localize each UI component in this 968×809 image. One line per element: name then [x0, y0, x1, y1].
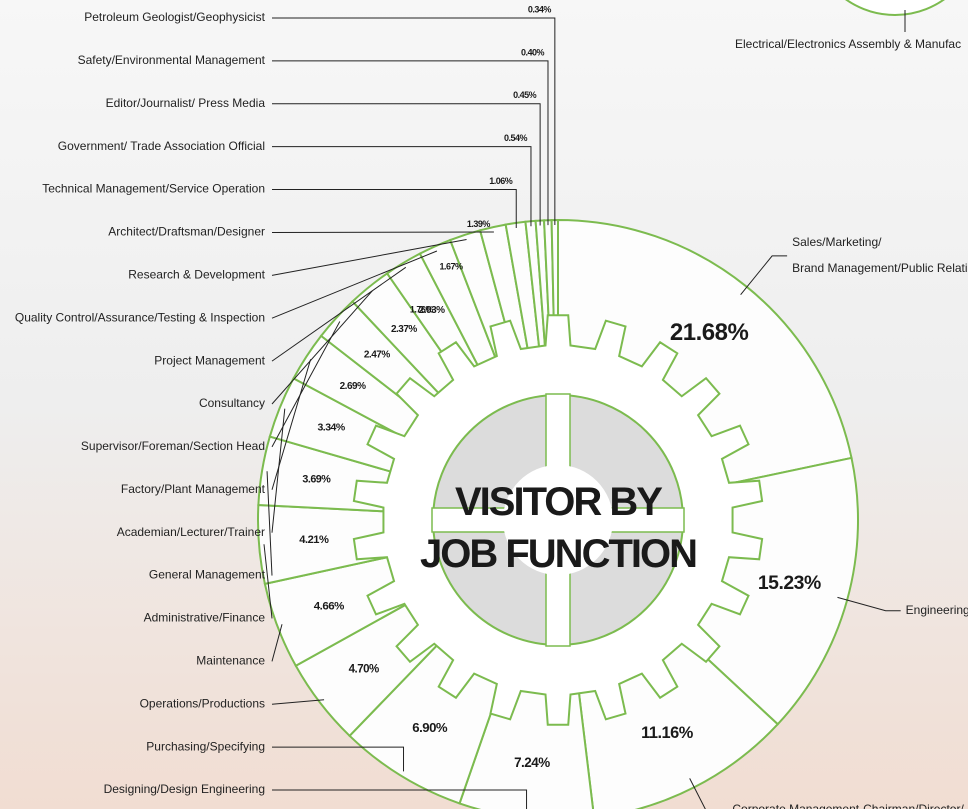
leader-line — [689, 778, 706, 809]
leader-line — [266, 471, 273, 576]
leader-line — [837, 596, 901, 612]
value-label: 0.34% — [528, 4, 552, 14]
chart-title: VISITOR BY JOB FUNCTION — [420, 480, 696, 576]
leader-line — [272, 146, 532, 227]
value-label: 2.69% — [340, 381, 366, 392]
leader-line — [271, 250, 438, 319]
category-label: Consultancy — [199, 396, 265, 410]
category-label: Maintenance — [196, 654, 265, 668]
category-label: Corporate Management-Chairman/Director/O… — [732, 802, 965, 809]
category-label: Safety/Environmental Management — [78, 53, 266, 67]
leader-line — [271, 266, 407, 362]
value-label: 1.67% — [440, 262, 464, 272]
leader-line — [271, 699, 325, 705]
leader-line — [272, 789, 528, 809]
category-label: Administrative/Finance — [144, 611, 266, 625]
value-label: 0.40% — [521, 47, 545, 57]
leader-line — [272, 103, 541, 226]
value-label: 11.16% — [641, 724, 694, 742]
leader-line — [271, 408, 286, 533]
value-label: 4.21% — [299, 534, 329, 546]
leader-line — [271, 624, 283, 662]
leader-line — [271, 321, 341, 448]
value-label: 2.37% — [391, 324, 417, 335]
value-label: 0.54% — [504, 133, 528, 143]
category-label: Petroleum Geologist/Geophysicist — [84, 10, 265, 24]
leader-line — [272, 189, 517, 228]
leader-line — [271, 239, 467, 276]
value-label: 1.39% — [467, 219, 491, 229]
value-label: 0.45% — [513, 90, 537, 100]
category-label: Architect/Draftsman/Designer — [108, 225, 265, 239]
category-label: Supervisor/Foreman/Section Head — [81, 439, 265, 453]
value-label: 2.47% — [364, 350, 390, 361]
category-label: Operations/Productions — [140, 696, 265, 710]
leader-line — [271, 359, 312, 490]
leader-line — [263, 544, 273, 619]
leader-line — [272, 746, 405, 772]
value-label: 2.03% — [419, 305, 445, 316]
value-label: 1.06% — [489, 176, 513, 186]
category-label: Engineering/Electrical — [906, 603, 968, 617]
value-label: 3.69% — [302, 473, 331, 485]
leader-line — [272, 60, 549, 226]
category-label: Editor/Journalist/ Press Media — [106, 96, 266, 110]
category-label: Purchasing/Specifying — [146, 739, 265, 753]
value-label: 3.34% — [317, 421, 345, 433]
category-label: Sales/Marketing/Brand Management/Public … — [792, 235, 968, 275]
category-label: Quality Control/Assurance/Testing & Insp… — [15, 310, 265, 324]
annotation: Electrical/Electronics Assembly & Manufa… — [735, 37, 961, 51]
value-label: 1.76% — [410, 305, 434, 315]
category-label: Factory/Plant Management — [121, 482, 266, 496]
category-label: Designing/Design Engineering — [104, 782, 265, 796]
value-label: 15.23% — [758, 572, 821, 594]
value-label: 4.66% — [314, 601, 344, 613]
category-label: Government/ Trade Association Official — [58, 139, 265, 153]
category-label: Technical Management/Service Operation — [42, 182, 265, 196]
category-label: Academian/Lecturer/Trainer — [117, 525, 265, 539]
value-label: 7.24% — [514, 755, 550, 770]
gear-center — [503, 465, 613, 575]
value-label: 21.68% — [670, 319, 749, 346]
leader-line — [740, 255, 788, 296]
value-label: 4.70% — [349, 663, 379, 675]
category-label: Research & Development — [128, 268, 265, 282]
category-label: Project Management — [154, 353, 265, 367]
leader-line — [272, 17, 556, 226]
leader-line — [271, 290, 373, 405]
other-pie — [845, 0, 945, 16]
category-label: General Management — [149, 568, 266, 582]
value-label: 6.90% — [412, 720, 448, 735]
